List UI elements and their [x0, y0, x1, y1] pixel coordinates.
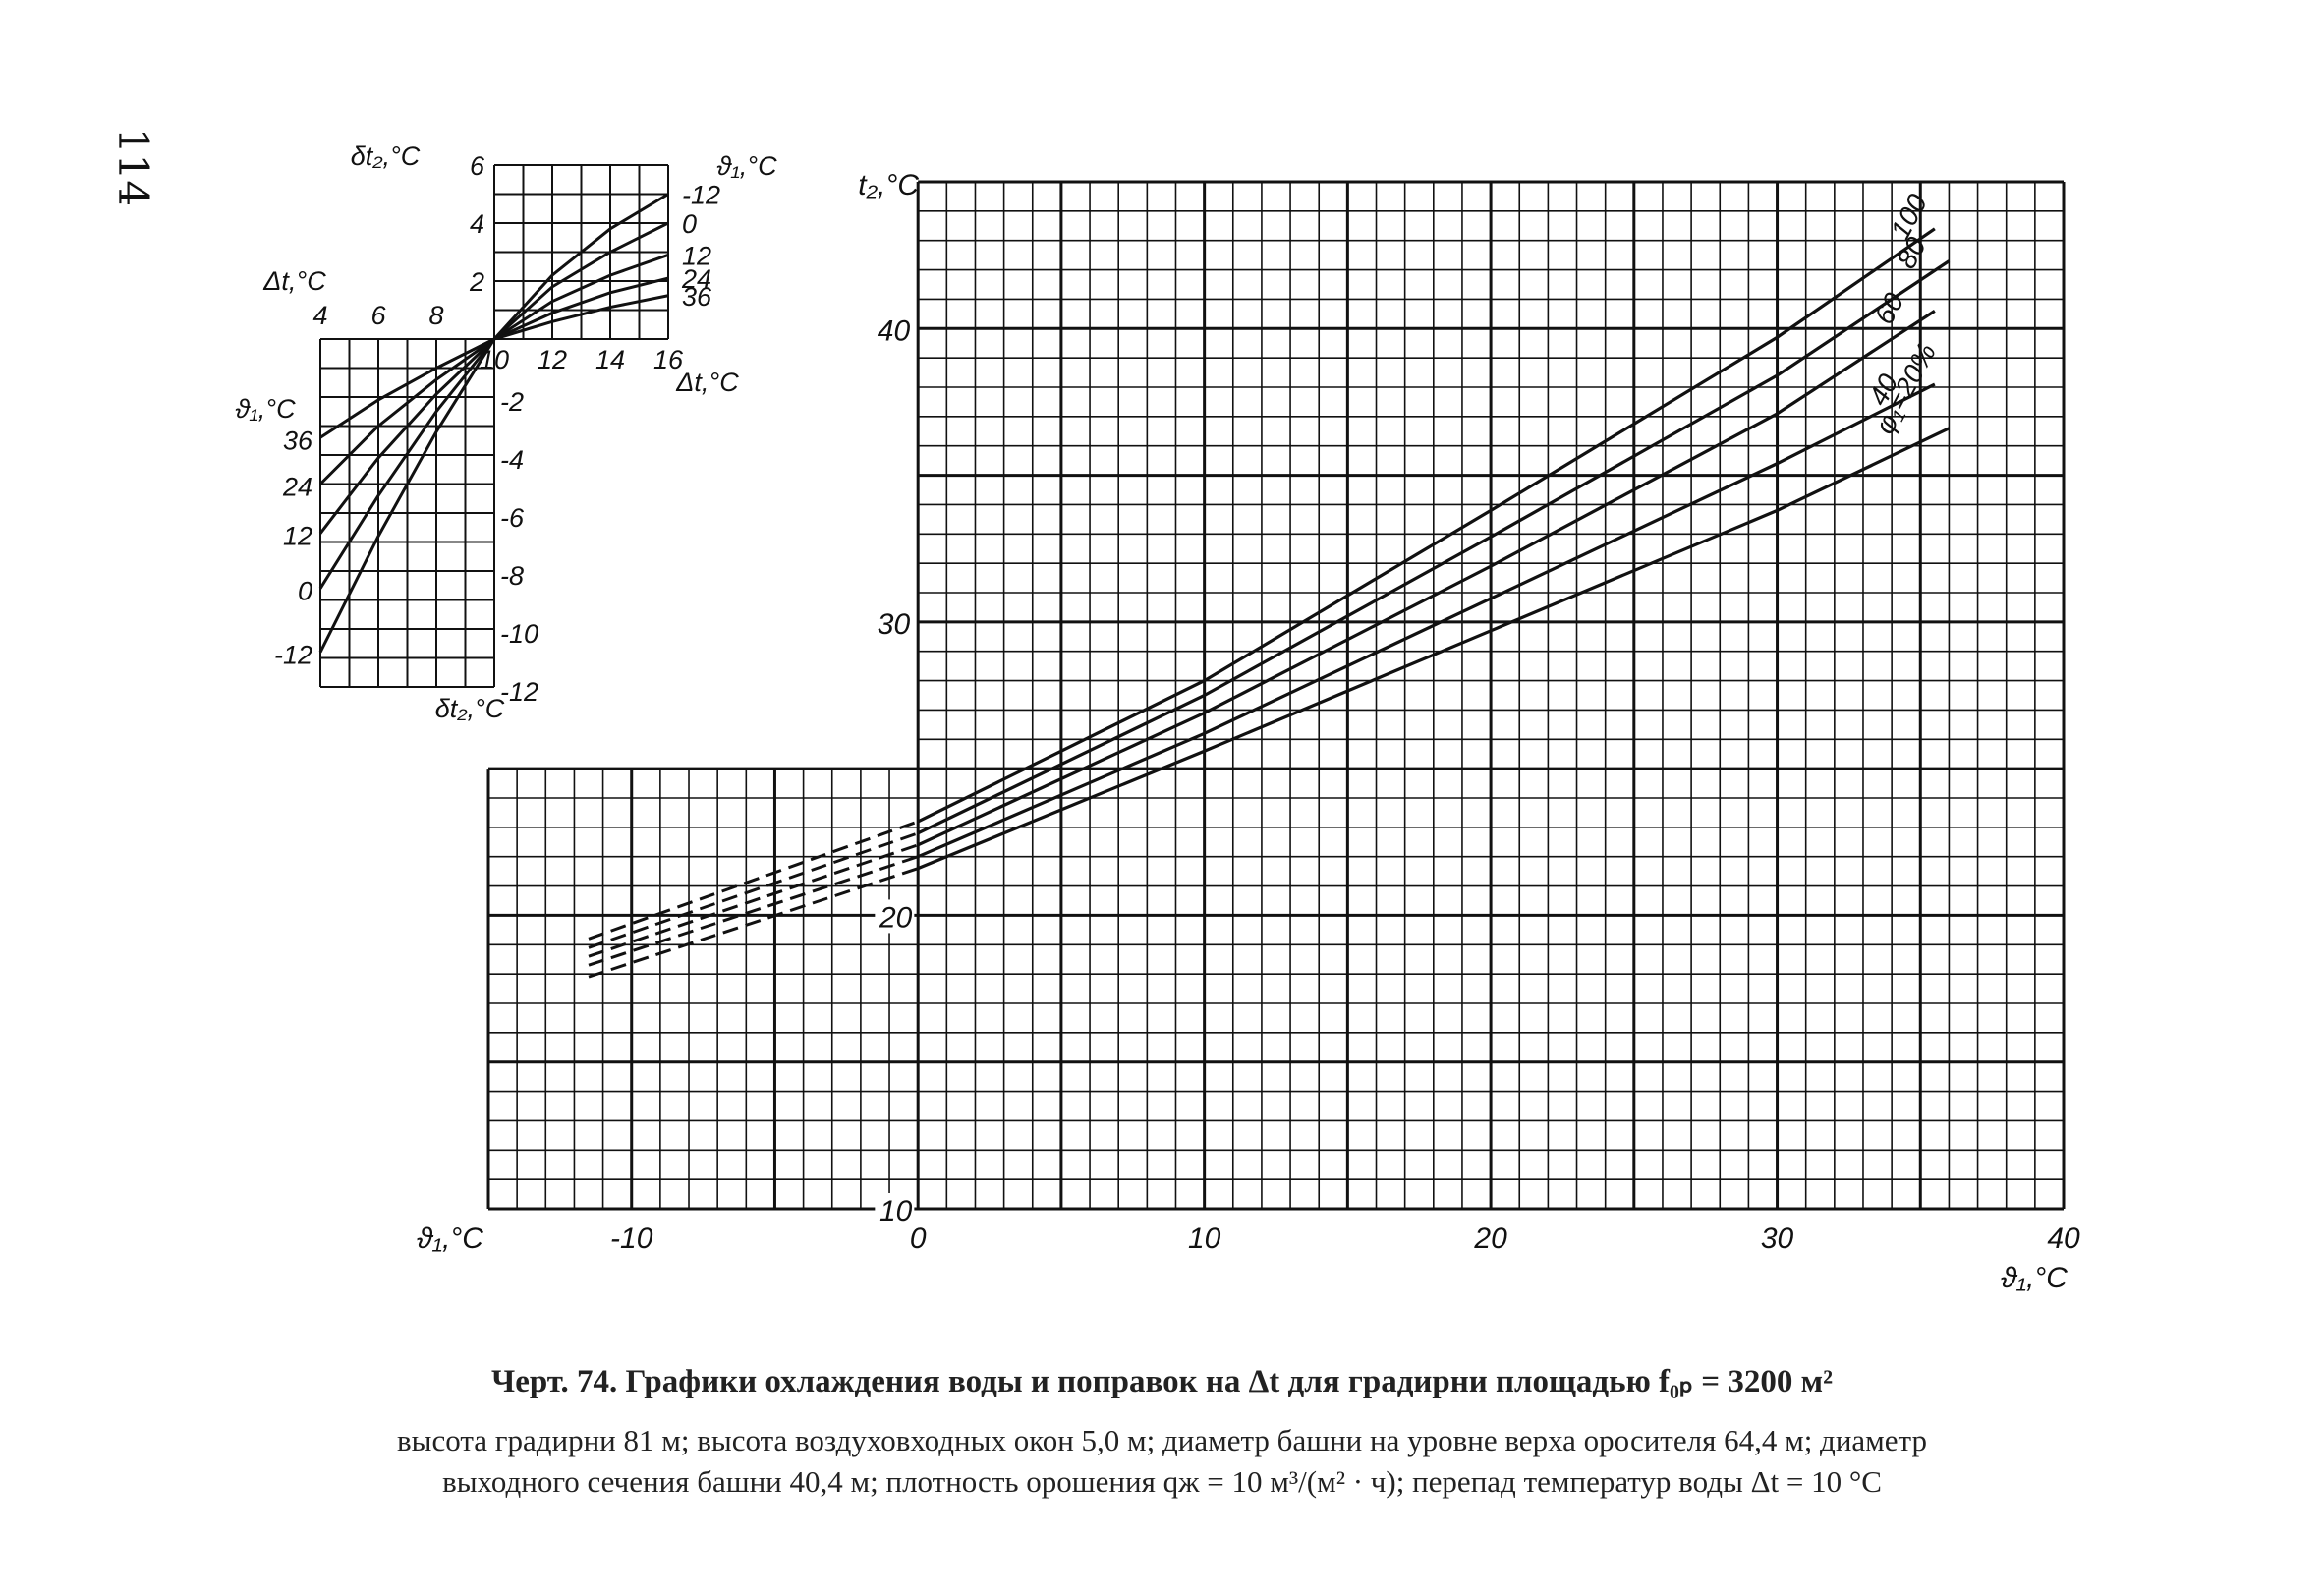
- x-axis-title: ϑ₁,°C: [2001, 1262, 2068, 1294]
- x-tick-label: 0: [910, 1223, 927, 1255]
- inset-right-series-title: ϑ₁,°C: [716, 151, 777, 181]
- inset-chart-curves: [318, 193, 669, 654]
- main-chart-curves: [588, 227, 1951, 979]
- inset-right-series-12: [493, 254, 669, 341]
- series-line-40: [917, 382, 1936, 859]
- inset-right-series-label: 36: [682, 282, 712, 312]
- series-label-80: 80: [1891, 232, 1932, 273]
- y-tick-label: 10: [879, 1195, 913, 1227]
- y-tick-label: 40: [878, 314, 911, 347]
- inset-top-y-tick: 6: [470, 151, 485, 181]
- inset-left-x-title: Δt,°C: [262, 266, 326, 296]
- inset-right-x-tick: 10: [480, 345, 509, 374]
- inset-chart-grid: [319, 164, 669, 688]
- inset-left-series-label: 36: [283, 426, 313, 455]
- inset-left-series-24: [318, 337, 495, 485]
- x-tick-label: 30: [1761, 1223, 1794, 1255]
- inset-right-series-label: 12: [682, 241, 711, 270]
- series-line-60: [917, 310, 1936, 847]
- inset-right-series-24: [493, 276, 669, 341]
- inset-bottom-y-tick: -2: [500, 387, 524, 417]
- series-dashed-60: [588, 843, 919, 958]
- y-tick-label: 20: [879, 901, 913, 934]
- figure-caption-title: Черт. 74. Графики охлаждения воды и попр…: [491, 1364, 1833, 1399]
- inset-top-y-title: δt₂,°C: [351, 142, 421, 171]
- inset-right-x-title: Δt,°C: [675, 368, 739, 397]
- inset-left-series-36: [319, 337, 495, 439]
- inset-right-x-tick: 12: [538, 345, 567, 374]
- inset-left-x-tick: 4: [312, 301, 327, 330]
- inset-right-x-tick: 14: [595, 345, 625, 374]
- inset-bottom-y-tick: -4: [500, 445, 524, 475]
- x-tick-label: -10: [610, 1223, 653, 1255]
- inset-left-series-12: [318, 337, 496, 535]
- inset-left-series-title: ϑ₁,°C: [235, 394, 296, 424]
- inset-left-series-label: 0: [298, 577, 312, 606]
- inset-right-series-label: 0: [682, 209, 697, 239]
- series-label-60: 60: [1868, 288, 1909, 329]
- inset-right-series-label: 24: [681, 264, 711, 294]
- inset-right-series-0: [492, 221, 669, 341]
- y-tick-label: 30: [878, 608, 911, 641]
- y-tick-backing: [875, 899, 915, 934]
- inset-top-y-tick: 2: [469, 267, 484, 297]
- series-line-80: [917, 259, 1951, 835]
- x-tick-label: 20: [1473, 1223, 1507, 1255]
- inset-bottom-y-tick: -6: [500, 503, 525, 533]
- series-dashed-40: [588, 855, 919, 967]
- figure-caption-line2: выходного сечения башни 40,4 м; плотност…: [442, 1464, 1882, 1499]
- series-line-20: [917, 427, 1951, 871]
- figure-caption-line1: высота градирни 81 м; высота воздуховход…: [397, 1423, 1927, 1457]
- inset-bottom-y-tick: -12: [500, 677, 538, 707]
- series-dashed-20: [588, 867, 919, 979]
- inset-right-series--12: [492, 193, 669, 341]
- x-tick-label: 10: [1188, 1223, 1221, 1255]
- inset-top-y-tick: 4: [470, 209, 484, 239]
- y-tick-backing: [875, 1193, 915, 1226]
- main-chart-grid: [486, 180, 2066, 1211]
- inset-right-x-tick: 16: [653, 345, 684, 374]
- inset-left-series-0: [318, 338, 496, 590]
- inset-left-series-label: -12: [274, 641, 312, 670]
- inset-left-series-label: 24: [282, 473, 312, 502]
- inset-right-series-36: [493, 294, 669, 341]
- series-dashed-100: [588, 820, 919, 940]
- x-tick-label: 40: [2047, 1223, 2080, 1255]
- inset-bottom-y-tick: -8: [500, 561, 524, 591]
- series-dashed-80: [588, 831, 919, 949]
- inset-bottom-y-title: δt₂,°C: [435, 694, 505, 723]
- inset-left-x-tick: 8: [428, 301, 443, 330]
- series-line-100: [917, 227, 1936, 824]
- y-axis-title: t₂,°C: [858, 169, 919, 201]
- inset-bottom-y-tick: -10: [500, 619, 538, 649]
- x-axis-left-label: ϑ₁,°C: [417, 1223, 483, 1255]
- inset-right-series-label: -12: [682, 181, 720, 210]
- inset-left-x-tick: 6: [370, 301, 386, 330]
- inset-left-series-label: 12: [283, 522, 312, 551]
- inset-left-series--12: [318, 338, 496, 654]
